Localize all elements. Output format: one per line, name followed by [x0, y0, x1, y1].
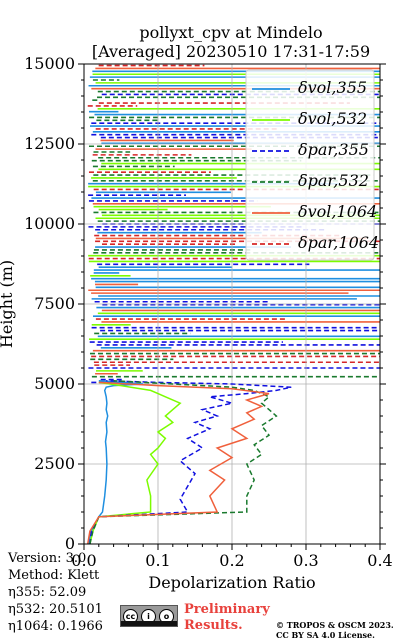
preliminary-note: Preliminary Results. — [184, 602, 270, 634]
legend-label-vol355: δvol,355 — [298, 78, 367, 97]
legend-items: δvol,355 δvol,532 δpar,355 δpar,532 δvol,106… — [252, 78, 379, 252]
y-tick-label: 15000 — [24, 54, 75, 73]
series-line-par532 — [89, 380, 278, 545]
y-tick-label: 2500 — [34, 454, 75, 473]
version-text: Version: 3.0 — [8, 551, 87, 566]
legend-label-par1064: δpar,1064 — [298, 233, 379, 252]
method-text: Method: Klett — [8, 568, 100, 583]
copyright-line2: CC BY SA 4.0 License. — [276, 630, 375, 640]
copyright-note: © TROPOS & OSCM 2023. CC BY SA 4.0 Licen… — [276, 620, 394, 640]
y-tick-label: 12500 — [24, 134, 75, 153]
eta355-text: η355: 52.09 — [8, 585, 87, 600]
y-tick-label: 0 — [65, 534, 75, 553]
legend-label-par355: δpar,355 — [298, 140, 369, 159]
cc-license-badge: cc i o — [120, 605, 178, 627]
series-line-vol1064 — [86, 381, 270, 545]
series-line-vol355 — [87, 380, 144, 545]
axis-ticks: 0.0 0.1 0.2 0.3 0.4 0 2500 5000 7500 10000 12500 15… — [24, 54, 393, 570]
y-tick-label: 7500 — [34, 294, 75, 313]
series-line-par355 — [89, 380, 292, 545]
preliminary-line1: Preliminary — [184, 602, 270, 617]
chart-title-line1: pollyxt_cpv at Mindelo — [139, 23, 322, 42]
x-tick-label: 0.4 — [367, 551, 392, 570]
chart-title-line2: [Averaged] 20230510 17:31-17:59 — [92, 42, 370, 61]
legend-box — [245, 69, 375, 261]
copyright-line1: © TROPOS & OSCM 2023. — [276, 620, 394, 630]
y-tick-label: 5000 — [34, 374, 75, 393]
eta1064-text: η1064: 0.1966 — [8, 619, 103, 634]
legend: δvol,355 δvol,532 δpar,355 δpar,532 δvol,106… — [245, 69, 379, 261]
y-axis-label: Height (m) — [0, 260, 16, 348]
x-tick-label: 0.2 — [219, 551, 244, 570]
badge-strip — [121, 621, 177, 626]
x-axis-label: Depolarization Ratio — [148, 573, 315, 592]
series-line-vol532 — [89, 381, 182, 545]
y-tick-label: 10000 — [24, 214, 75, 233]
plot-series — [86, 380, 292, 545]
preliminary-line2: Results. — [184, 618, 243, 633]
x-tick-label: 0.3 — [293, 551, 318, 570]
x-tick-label: 0.0 — [71, 551, 96, 570]
legend-label-vol1064: δvol,1064 — [298, 202, 377, 221]
legend-label-par532: δpar,532 — [298, 171, 369, 190]
footer-info: Version: 3.0 Method: Klett η355: 52.09 η… — [8, 550, 103, 635]
legend-label-vol532: δvol,532 — [298, 109, 367, 128]
eta532-text: η532: 20.5101 — [8, 602, 103, 617]
x-tick-label: 0.1 — [145, 551, 170, 570]
